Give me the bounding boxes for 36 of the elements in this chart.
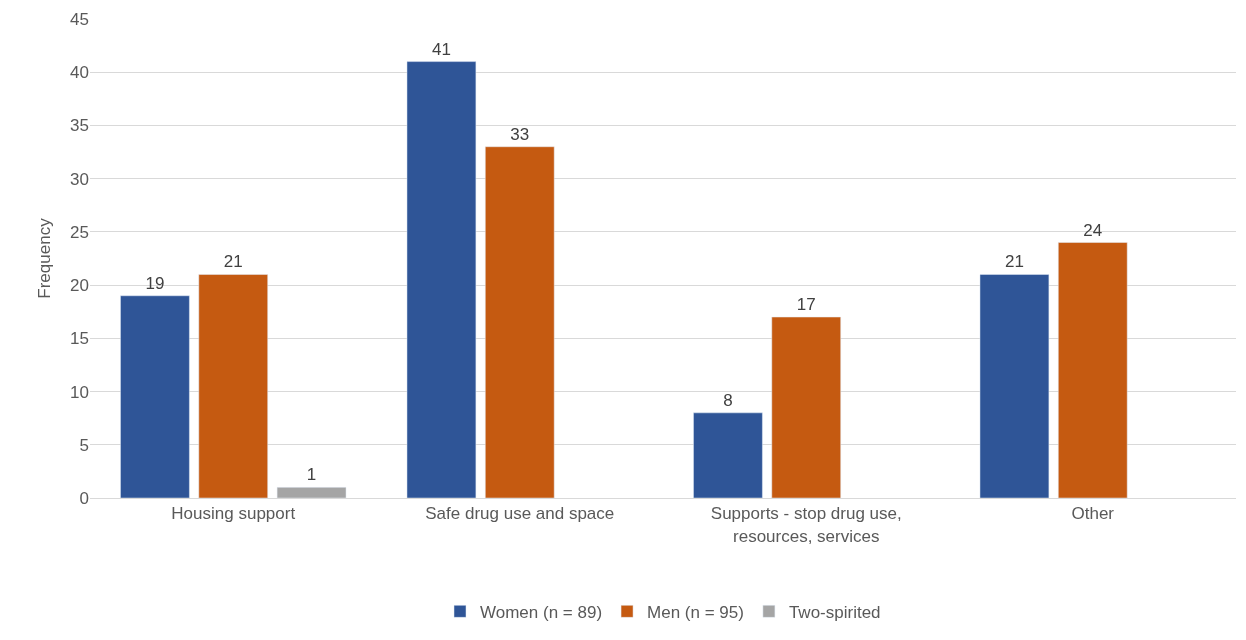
- y-tick-label: 0: [79, 488, 89, 508]
- y-tick-label: 40: [70, 63, 89, 83]
- y-tick-label: 10: [70, 382, 89, 402]
- bar: [276, 487, 347, 498]
- bar: [198, 274, 268, 498]
- bar: [406, 61, 477, 498]
- data-label: 33: [510, 124, 530, 144]
- legend-label: Men (n = 95): [647, 602, 744, 622]
- y-tick-label: 25: [70, 222, 89, 242]
- data-label: 19: [145, 273, 165, 293]
- data-label: 8: [723, 390, 733, 410]
- x-tick-label: Housing support: [171, 504, 296, 524]
- bar: [693, 412, 763, 498]
- data-label: 21: [1004, 252, 1024, 272]
- y-tick-label: 45: [70, 9, 89, 29]
- y-tick-label: 15: [70, 329, 89, 349]
- bar: [771, 316, 841, 498]
- data-label: 24: [1083, 220, 1103, 240]
- data-label: 21: [223, 252, 243, 272]
- y-axis-title: Frequency: [34, 217, 54, 299]
- data-label: 17: [796, 295, 816, 315]
- bar: [1058, 242, 1128, 498]
- x-tick-label: Safe drug use and space: [425, 504, 615, 524]
- bar: [979, 274, 1050, 498]
- y-tick-label: 35: [70, 116, 89, 136]
- bar: [120, 295, 190, 498]
- x-tick-label: Other: [1071, 504, 1115, 524]
- y-tick-label: 5: [79, 435, 89, 455]
- data-label: 41: [431, 39, 451, 59]
- data-label: 1: [306, 465, 317, 485]
- y-tick-label: 30: [70, 169, 89, 189]
- bar: [485, 146, 555, 498]
- x-tick-label: Supports - stop drug use, resources, services: [710, 504, 902, 546]
- legend-label: Two-spirited: [788, 602, 881, 622]
- legend-label: Women (n = 89): [480, 602, 603, 622]
- y-tick-label: 20: [70, 276, 89, 296]
